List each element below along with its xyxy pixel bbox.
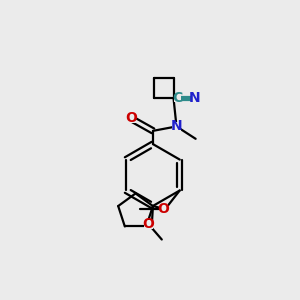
Text: N: N [188,92,200,106]
Bar [126,114,136,123]
Text: O: O [125,112,137,125]
Text: O: O [142,217,154,231]
Bar [172,122,181,131]
Text: C: C [172,92,183,106]
Text: N: N [171,119,182,134]
Bar [174,94,181,102]
Text: O: O [158,202,169,216]
Bar [159,204,168,213]
Bar [191,94,197,102]
Bar [144,220,153,229]
